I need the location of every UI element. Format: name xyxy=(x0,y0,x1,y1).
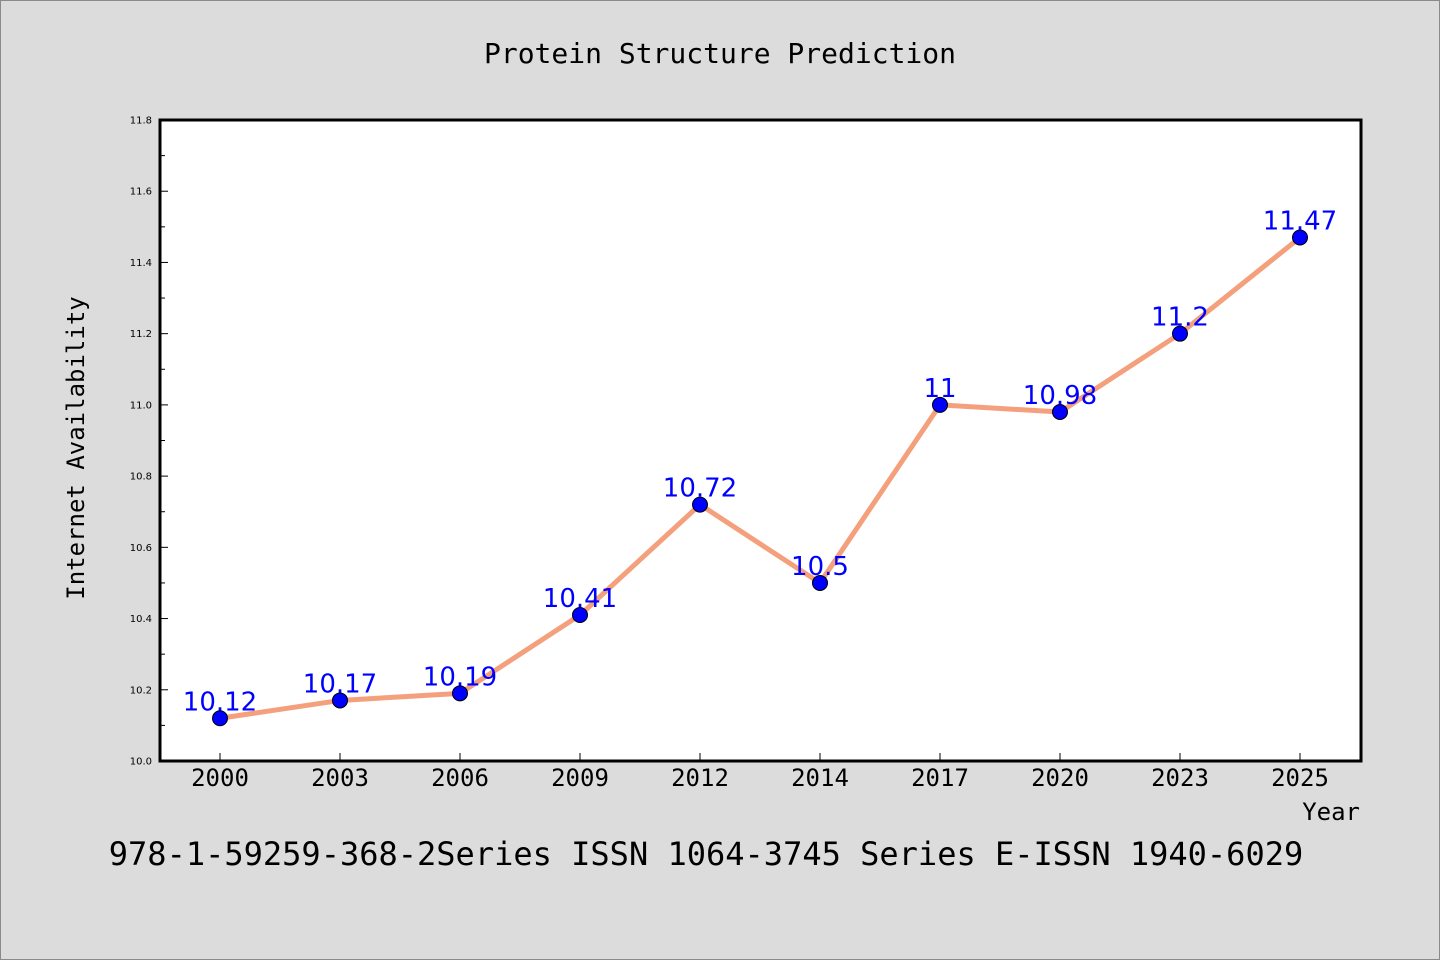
y-tick-label: 11.4 xyxy=(130,258,152,269)
footer-isbn-text: 978-1-59259-368-2Series ISSN 1064-3745 S… xyxy=(109,835,1303,873)
data-point-marker xyxy=(1172,325,1188,342)
x-tick-label: 2025 xyxy=(1271,764,1329,792)
data-point-marker xyxy=(332,692,348,709)
y-tick-label: 10.2 xyxy=(130,685,152,696)
plot-area xyxy=(158,118,1363,763)
x-tick-label: 2014 xyxy=(791,764,849,792)
data-point-marker xyxy=(1292,229,1308,246)
data-label: 10.12 xyxy=(183,687,257,717)
x-tick-label: 2000 xyxy=(191,764,249,792)
chart-title: Protein Structure Prediction xyxy=(484,37,956,70)
y-tick-label: 11.2 xyxy=(130,329,152,340)
data-label: 11.47 xyxy=(1263,207,1337,237)
y-tick-label: 11.0 xyxy=(130,400,152,411)
data-label: 10.19 xyxy=(423,662,497,692)
x-tick-label: 2009 xyxy=(551,764,609,792)
data-point-marker xyxy=(212,710,228,727)
x-axis: 2000 2003 2006 2009 2012 2014 2017 2020 2023 2025 xyxy=(191,753,1329,792)
x-tick-label: 2023 xyxy=(1151,764,1209,792)
y-tick-label: 10.0 xyxy=(130,757,152,768)
data-point-marker xyxy=(452,685,468,702)
x-tick-label: 2003 xyxy=(311,764,369,792)
data-label: 10.17 xyxy=(303,669,377,699)
data-point-marker xyxy=(692,496,708,513)
x-tick-label: 2012 xyxy=(671,764,729,792)
y-tick-label: 11.8 xyxy=(130,116,152,127)
y-tick-label: 10.8 xyxy=(130,472,152,483)
y-tick-label: 10.6 xyxy=(130,543,152,554)
data-label: 11 xyxy=(923,374,956,404)
data-label: 10.41 xyxy=(543,584,617,614)
data-point-marker xyxy=(932,396,948,413)
y-tick-label: 11.6 xyxy=(130,187,152,198)
data-label: 10.72 xyxy=(663,474,737,504)
x-tick-label: 2017 xyxy=(911,764,969,792)
series-line-group: 10.12 10.17 10.19 10.41 10.72 10.5 11 10.98 11.2… xyxy=(183,207,1337,727)
x-tick-label: 2006 xyxy=(431,764,489,792)
data-point-marker xyxy=(812,574,828,591)
x-axis-label: Year xyxy=(1302,798,1360,826)
y-axis: 10.0 10.2 10.4 10.6 10.8 11.0 11.2 11.4 11.6 11.8 xyxy=(130,116,168,768)
data-label: 10.98 xyxy=(1023,381,1097,411)
data-point-marker xyxy=(572,606,588,623)
series-line xyxy=(217,235,1303,721)
data-label: 10.5 xyxy=(791,552,849,582)
x-tick-label: 2020 xyxy=(1031,764,1089,792)
data-point-marker xyxy=(1052,404,1068,421)
y-axis-label: Internet Availability xyxy=(62,296,90,599)
data-label: 11.2 xyxy=(1151,303,1209,333)
y-tick-label: 10.4 xyxy=(130,614,152,625)
